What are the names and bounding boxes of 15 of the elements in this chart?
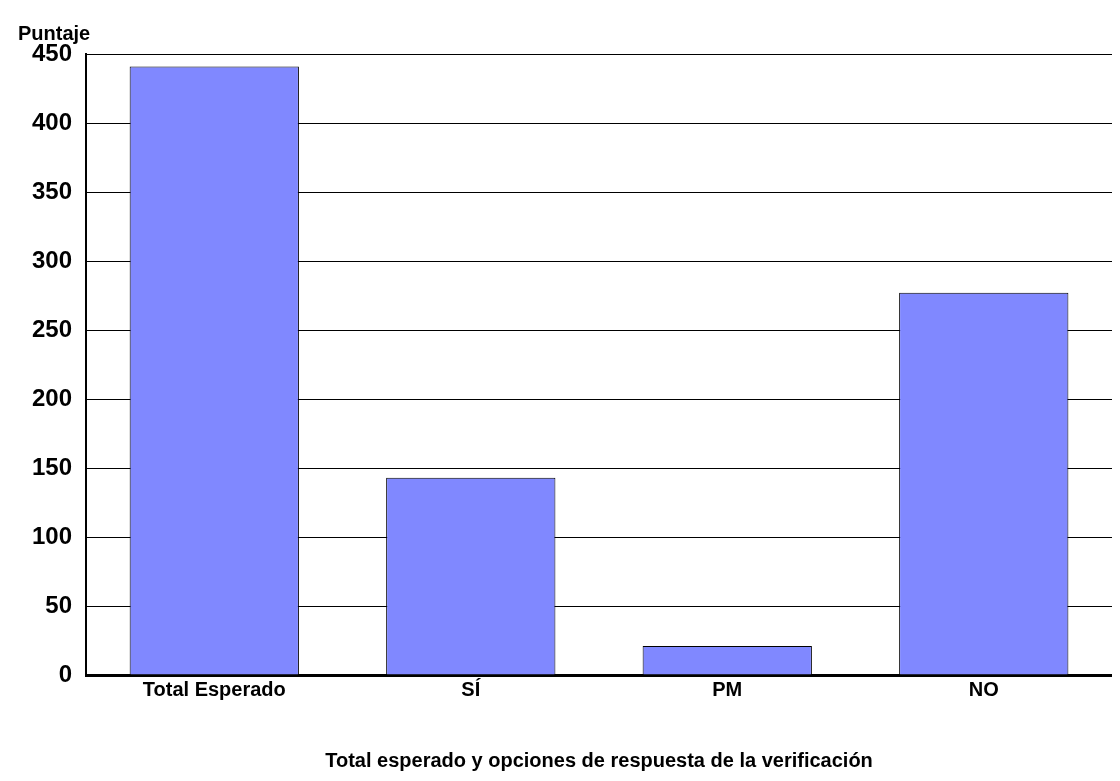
y-tick-label: 250 (32, 314, 73, 342)
y-tick-label: 200 (32, 383, 73, 411)
x-axis-title: Total esperado y opciones de respuesta de la verificación (325, 748, 873, 771)
y-tick-label: 50 (45, 590, 73, 618)
x-tick-label: Total Esperado (142, 677, 286, 700)
y-tick-label: 300 (32, 245, 73, 273)
y-tick-label: 0 (58, 659, 73, 687)
y-tick-label: 350 (32, 176, 73, 204)
y-tick-label: 150 (32, 452, 73, 480)
y-tick-label: 100 (32, 521, 73, 549)
y-axis-title: Puntaje (18, 21, 91, 44)
x-tick-label: PM (712, 677, 743, 700)
x-tick-label: NO (968, 677, 999, 700)
x-tick-label: SÍ (461, 677, 481, 700)
y-tick-label: 400 (32, 107, 73, 135)
